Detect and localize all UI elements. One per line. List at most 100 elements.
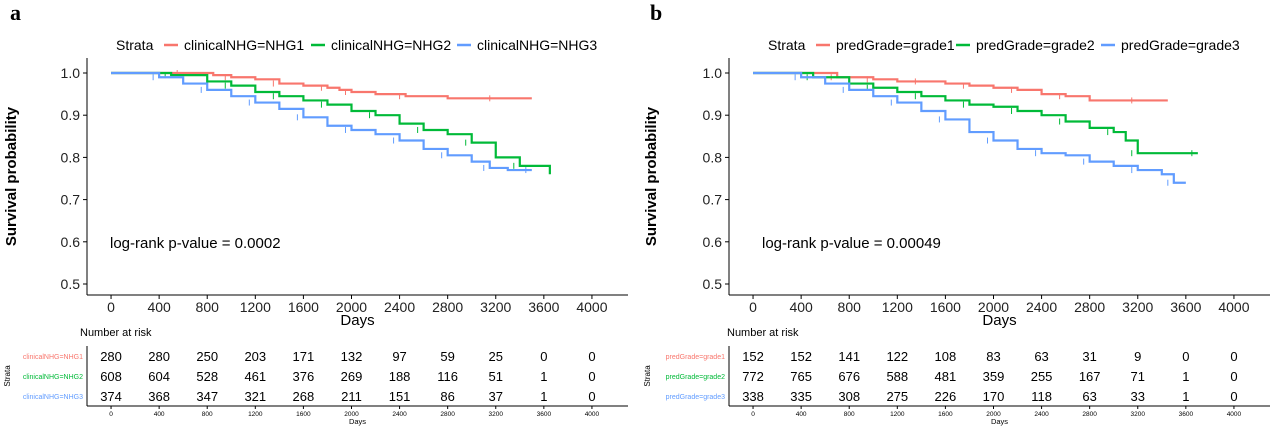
x-tick-label: 2400 bbox=[384, 299, 415, 315]
risk-count: 0 bbox=[588, 389, 595, 404]
risk-x-tick-label: 2400 bbox=[1034, 411, 1049, 418]
risk-count: 268 bbox=[293, 389, 315, 404]
risk-count: 118 bbox=[1031, 389, 1052, 404]
risk-count: 676 bbox=[838, 369, 860, 384]
risk-count: 347 bbox=[196, 389, 218, 404]
survival-curve bbox=[753, 71, 1186, 184]
y-tick-label: 1.0 bbox=[61, 65, 81, 81]
risk-count: 63 bbox=[1034, 349, 1048, 364]
x-tick-label: 4000 bbox=[576, 299, 607, 315]
risk-count: 280 bbox=[100, 349, 122, 364]
x-tick-label: 2000 bbox=[978, 299, 1009, 315]
risk-count: 321 bbox=[244, 389, 266, 404]
risk-count: 37 bbox=[489, 389, 503, 404]
legend-label: predGrade=grade3 bbox=[1121, 37, 1240, 53]
risk-count: 269 bbox=[341, 369, 363, 384]
legend-label: predGrade=grade2 bbox=[976, 37, 1095, 53]
risk-table: Number at risk predGrade=grade1 152 152 141 1… bbox=[643, 327, 1270, 426]
risk-row-label: clinicalNHG=NHG1 bbox=[23, 354, 83, 361]
risk-count: 608 bbox=[100, 369, 122, 384]
x-tick-label: 1600 bbox=[288, 299, 319, 315]
risk-count: 63 bbox=[1082, 389, 1096, 404]
y-tick-label: 0.9 bbox=[61, 107, 81, 123]
survival-curve bbox=[111, 71, 551, 175]
logrank-annotation: log-rank p-value = 0.00049 bbox=[762, 235, 941, 252]
km-panel-a: a 0.5 0.6 0.7 0.8 0.9 1.0 0 400 800 1200 1600 2000 24… bbox=[3, 0, 628, 426]
y-tick-label: 0.8 bbox=[703, 149, 723, 165]
legend-label: clinicalNHG=NHG3 bbox=[477, 37, 597, 53]
risk-x-tick-label: 400 bbox=[796, 411, 807, 418]
x-tick-label: 2000 bbox=[336, 299, 367, 315]
risk-count: 0 bbox=[540, 349, 547, 364]
risk-count: 122 bbox=[886, 349, 908, 364]
risk-count: 461 bbox=[244, 369, 266, 384]
risk-count: 203 bbox=[244, 349, 266, 364]
risk-count: 59 bbox=[440, 349, 454, 364]
legend-label: predGrade=grade1 bbox=[836, 37, 955, 53]
risk-count: 167 bbox=[1079, 369, 1101, 384]
x-tick-label: 1200 bbox=[240, 299, 271, 315]
risk-count: 335 bbox=[790, 389, 812, 404]
x-tick-label: 400 bbox=[147, 299, 171, 315]
logrank-annotation: log-rank p-value = 0.0002 bbox=[110, 235, 281, 252]
risk-count: 308 bbox=[838, 389, 860, 404]
x-tick-label: 0 bbox=[107, 299, 115, 315]
x-tick-label: 0 bbox=[749, 299, 757, 315]
x-tick-label: 2400 bbox=[1026, 299, 1057, 315]
x-tick-label: 4000 bbox=[1218, 299, 1249, 315]
risk-x-tick-label: 1200 bbox=[890, 411, 905, 418]
risk-count: 31 bbox=[1082, 349, 1096, 364]
risk-row-label: predGrade=grade3 bbox=[666, 394, 725, 401]
risk-count: 1 bbox=[540, 389, 547, 404]
x-tick-label: 1600 bbox=[930, 299, 961, 315]
risk-x-tick-label: 3200 bbox=[489, 411, 504, 418]
y-tick-label: 0.7 bbox=[703, 192, 723, 208]
risk-count: 481 bbox=[935, 369, 957, 384]
risk-count: 280 bbox=[148, 349, 170, 364]
x-tick-label: 3600 bbox=[528, 299, 559, 315]
legend: Strata predGrade=grade1 predGrade=grade2 pr… bbox=[768, 37, 1240, 53]
survival-curve bbox=[111, 71, 532, 172]
survival-curve bbox=[753, 71, 1198, 155]
y-tick-label: 1.0 bbox=[703, 65, 723, 81]
risk-count: 588 bbox=[886, 369, 908, 384]
risk-count: 188 bbox=[389, 369, 411, 384]
risk-count: 0 bbox=[1230, 389, 1237, 404]
risk-count: 170 bbox=[983, 389, 1005, 404]
risk-count: 250 bbox=[196, 349, 218, 364]
risk-x-tick-label: 2400 bbox=[392, 411, 407, 418]
risk-count: 368 bbox=[148, 389, 170, 404]
y-axis-label: Survival probability bbox=[3, 106, 20, 246]
y-tick-label: 0.9 bbox=[703, 107, 723, 123]
y-tick-label: 0.5 bbox=[61, 276, 81, 292]
risk-row-label: clinicalNHG=NHG2 bbox=[23, 374, 83, 381]
risk-count: 772 bbox=[742, 369, 764, 384]
risk-count: 1 bbox=[540, 369, 547, 384]
risk-strata-axis-label: Strata bbox=[3, 365, 12, 387]
legend-label: clinicalNHG=NHG2 bbox=[331, 37, 451, 53]
risk-count: 528 bbox=[196, 369, 218, 384]
risk-x-tick-label: 3600 bbox=[1179, 411, 1194, 418]
risk-count: 71 bbox=[1131, 369, 1145, 384]
legend: Strata clinicalNHG=NHG1 clinicalNHG=NHG2 cl… bbox=[116, 37, 597, 53]
risk-table-title: Number at risk bbox=[80, 327, 152, 339]
risk-x-tick-label: 1600 bbox=[938, 411, 953, 418]
risk-count: 604 bbox=[148, 369, 170, 384]
risk-x-tick-label: 2800 bbox=[440, 411, 455, 418]
risk-count: 25 bbox=[489, 349, 503, 364]
risk-count: 132 bbox=[341, 349, 363, 364]
risk-count: 374 bbox=[100, 389, 122, 404]
panel-label: a bbox=[10, 0, 21, 25]
risk-count: 152 bbox=[790, 349, 812, 364]
risk-count: 226 bbox=[935, 389, 957, 404]
risk-x-tick-label: 400 bbox=[154, 411, 165, 418]
risk-x-tick-label: 3200 bbox=[1131, 411, 1146, 418]
risk-row-label: predGrade=grade2 bbox=[666, 374, 725, 381]
risk-count: 33 bbox=[1131, 389, 1145, 404]
risk-count: 9 bbox=[1134, 349, 1141, 364]
risk-count: 1 bbox=[1182, 389, 1189, 404]
x-tick-label: 3200 bbox=[480, 299, 511, 315]
x-tick-label: 3600 bbox=[1170, 299, 1201, 315]
risk-count: 1 bbox=[1182, 369, 1189, 384]
risk-x-tick-label: 2000 bbox=[344, 411, 359, 418]
